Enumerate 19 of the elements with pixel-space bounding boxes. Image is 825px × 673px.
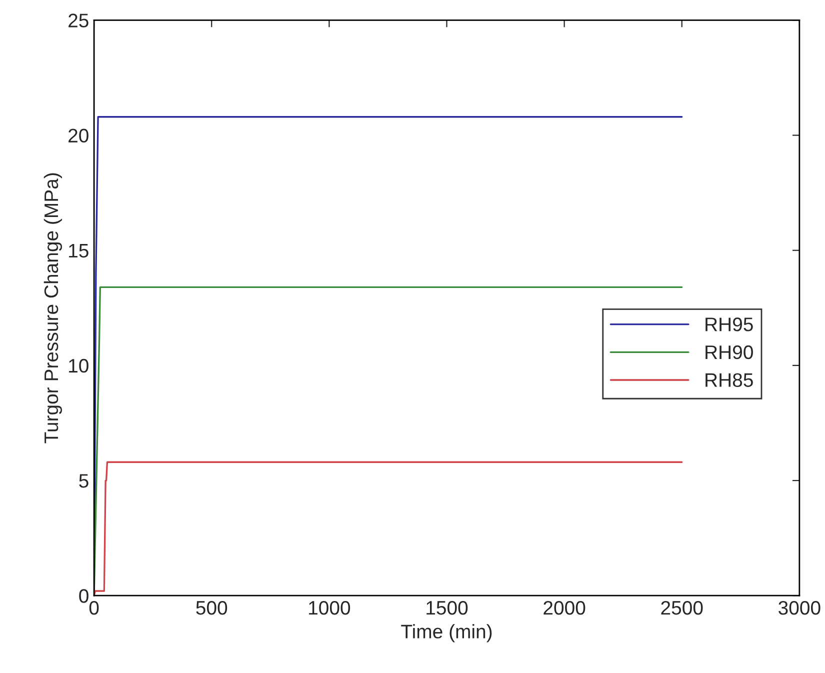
line-series <box>94 461 683 596</box>
y-tick-label: 5 <box>79 474 88 488</box>
y-tick-label: 0 <box>79 589 88 603</box>
y-tick-label: 20 <box>68 128 88 143</box>
legend-label: RH85 <box>706 373 753 387</box>
x-tick-label: 1000 <box>309 600 350 615</box>
x-tick-label: 1500 <box>426 600 468 615</box>
y-tick-label: 10 <box>69 358 88 373</box>
legend-label: RH95 <box>706 318 753 332</box>
x-axis-title: Time (min) <box>401 624 492 642</box>
x-tick-label: 3000 <box>778 600 820 615</box>
y-tick-label: 15 <box>69 244 88 258</box>
y-axis-title: Turgor Pressure Change (MPa) <box>44 173 62 444</box>
x-tick-label: 2500 <box>661 600 703 615</box>
x-tick-label: 0 <box>89 600 99 615</box>
x-tick-label: 500 <box>196 600 228 615</box>
x-tick-label: 2000 <box>544 600 586 615</box>
y-tick-label: 25 <box>68 14 88 28</box>
legend-label: RH90 <box>706 345 753 360</box>
